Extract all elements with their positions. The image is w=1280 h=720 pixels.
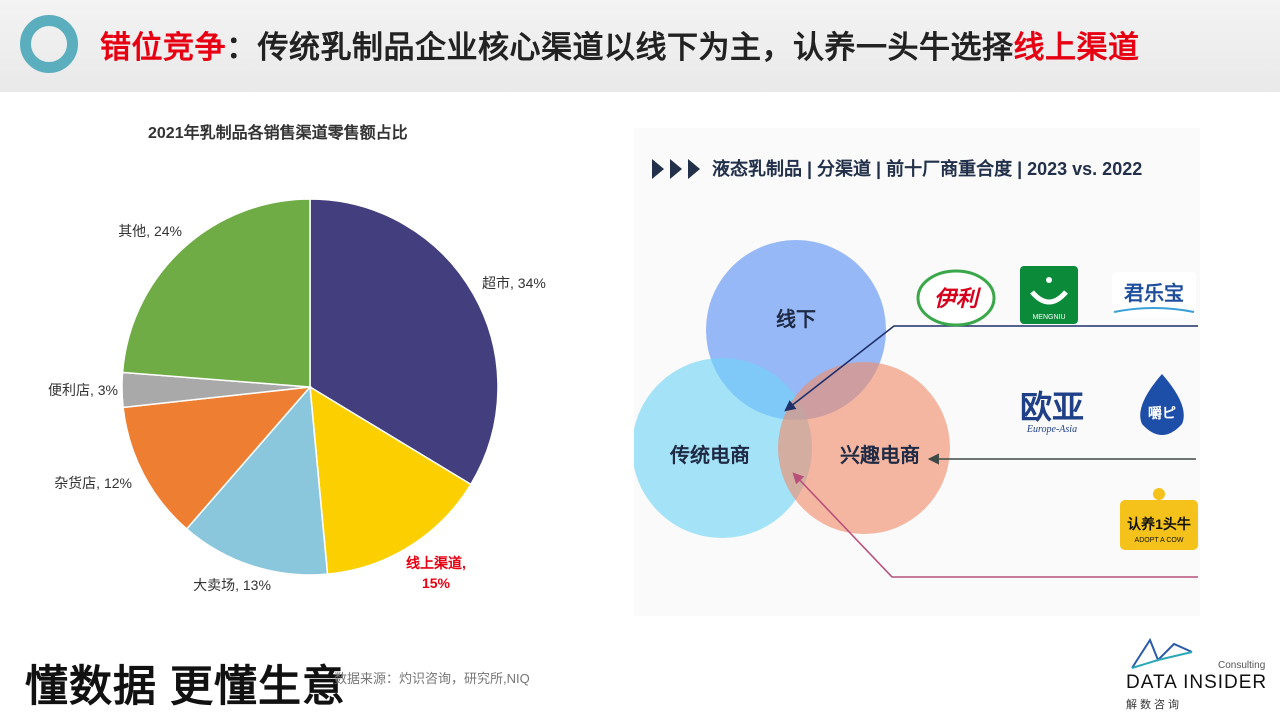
title-colon: ： — [226, 30, 258, 65]
pie-label-5: 其他, 24% — [118, 223, 182, 239]
venn-label-2: 兴趣电商 — [840, 443, 920, 467]
pie-chart: 超市, 34% 线上渠道, 15% 大卖场, 13% 杂货店, 12% 便利店, 3% 其他… — [48, 198, 546, 593]
venn-heading: 液态乳制品 | 分渠道 | 前十厂商重合度 | 2023 vs. 2022 — [712, 159, 1143, 179]
brand-consulting: Consulting — [1218, 660, 1266, 671]
logo-mengniu-icon: MENGNIU — [1020, 266, 1078, 324]
brand-mark-icon — [1131, 637, 1193, 669]
pie-label-1: 线上渠道, — [406, 555, 466, 571]
triple-arrow-icon — [652, 159, 700, 179]
svg-text:欧亚: 欧亚 — [1020, 389, 1084, 425]
svg-text:MENGNIU: MENGNIU — [1032, 314, 1065, 321]
slogan: 懂数据 更懂生意 — [25, 663, 346, 711]
title-main: 传统乳制品企业核心渠道以线下为主，认养一头牛选择 — [257, 30, 1014, 65]
pie-label-0: 超市, 34% — [482, 275, 546, 291]
svg-text:ADOPT A COW: ADOPT A COW — [1135, 537, 1184, 544]
svg-text:伊利: 伊利 — [934, 286, 982, 311]
svg-text:Europe-Asia: Europe-Asia — [1026, 424, 1077, 435]
title-highlight: 线上渠道 — [1013, 30, 1140, 65]
logo-junlebao-icon: 君乐宝 — [1112, 272, 1196, 318]
pie-slice-0 — [309, 198, 499, 486]
venn-circle-2 — [778, 362, 950, 534]
brand-logo: Consulting DATA INSIDER 解数咨询 — [1120, 636, 1270, 716]
svg-text:认养1头牛: 认养1头牛 — [1127, 516, 1191, 532]
pie-label-4: 便利店, 3% — [48, 382, 118, 398]
connector-offline — [784, 325, 1198, 412]
page-title: 错位竞争：传统乳制品企业核心渠道以线下为主，认养一头牛选择线上渠道 — [100, 22, 1140, 66]
pie-slice-3 — [122, 386, 312, 530]
connector-ecommerce — [792, 472, 1198, 578]
pie-slice-5 — [121, 198, 311, 388]
source-note: 数据来源：灼识咨询，研究所,NIQ — [334, 671, 530, 686]
brand-name: DATA INSIDER — [1126, 672, 1268, 693]
venn-circle-1 — [634, 358, 812, 538]
logo-adopt-a-cow-icon: 认养1头牛 ADOPT A COW — [1120, 488, 1198, 550]
title-prefix: 错位竞争 — [100, 30, 226, 65]
pie-label-3: 杂货店, 12% — [54, 475, 132, 491]
venn-label-1: 传统电商 — [669, 443, 750, 467]
svg-text:嚼ピ: 嚼ピ — [1148, 405, 1176, 421]
header-bar: 错位竞争：传统乳制品企业核心渠道以线下为主，认养一头牛选择线上渠道 — [0, 0, 1280, 92]
venn-label-0: 线下 — [776, 307, 816, 331]
svg-text:君乐宝: 君乐宝 — [1124, 281, 1184, 305]
logo-drop-icon: 嚼ピ — [1140, 374, 1184, 435]
pie-slice-2 — [185, 385, 329, 576]
brand-sub: 解数咨询 — [1126, 699, 1182, 711]
pie-slice-1 — [309, 385, 472, 575]
pie-chart-title: 2021年乳制品各销售渠道零售额占比 — [148, 125, 408, 142]
pie-label-2: 大卖场, 13% — [193, 577, 271, 593]
pie-value-1: 15% — [422, 575, 451, 591]
ring-icon — [20, 15, 78, 73]
logo-yili-icon: 伊利 — [916, 269, 996, 327]
